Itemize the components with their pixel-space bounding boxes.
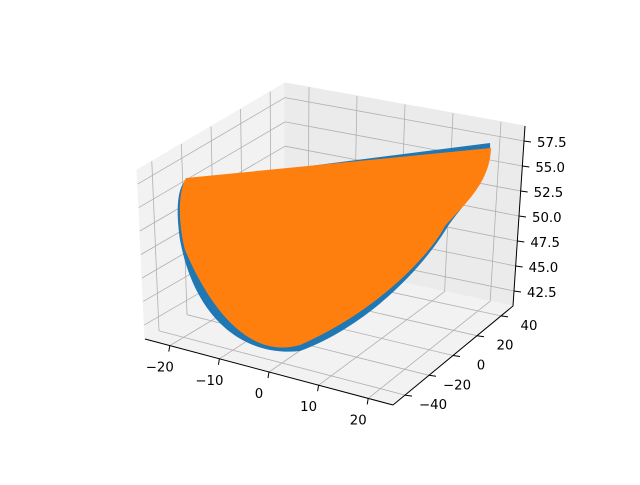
y-tick-label: −40 — [419, 398, 447, 413]
x-tick-label: 0 — [255, 387, 263, 402]
z-tick — [520, 190, 528, 193]
z-tick — [522, 165, 530, 168]
x-tick-label: −20 — [146, 361, 174, 376]
z-gridline-left — [138, 121, 286, 208]
y-tick-label: 20 — [497, 339, 514, 354]
z-tick — [515, 265, 523, 268]
y-tick — [428, 374, 437, 377]
z-tick-label: 52.5 — [534, 186, 564, 201]
x-tick — [217, 358, 220, 365]
y-tick — [476, 335, 485, 338]
x-tick-label: −10 — [195, 374, 223, 389]
z-gridline-left — [137, 97, 286, 185]
x-tick — [267, 371, 270, 379]
x-tick — [366, 398, 369, 405]
x-tick — [168, 345, 171, 352]
y-tick-label: −20 — [443, 378, 471, 393]
axes: −20 −10 0 10 20 −40 −20 0 20 40 42.5 45.0 47.5 50.0 52… — [144, 125, 567, 428]
x-tick — [317, 385, 320, 392]
y-tick-label: 0 — [477, 359, 485, 374]
y-gridline — [158, 330, 406, 396]
surface-orange — [179, 148, 491, 348]
x-tick-label: 20 — [350, 413, 367, 428]
y-tick — [404, 394, 413, 397]
z-tick — [517, 240, 525, 243]
z-tick — [523, 140, 532, 143]
z-tick-label: 45.0 — [529, 261, 559, 276]
y-tick — [500, 315, 509, 318]
x-tick-label: 10 — [300, 400, 317, 415]
z-tick — [513, 290, 522, 293]
z-tick-label: 47.5 — [530, 236, 560, 251]
z-tick-label: 42.5 — [527, 286, 557, 301]
z-tick-label: 55.0 — [535, 161, 565, 176]
y-tick-label: 40 — [521, 319, 538, 334]
z-gridline-back — [284, 97, 525, 142]
z-tick-label: 57.5 — [537, 136, 567, 151]
z-tick-label: 50.0 — [532, 211, 562, 226]
y-tick — [452, 355, 461, 357]
z-tick — [518, 215, 527, 218]
